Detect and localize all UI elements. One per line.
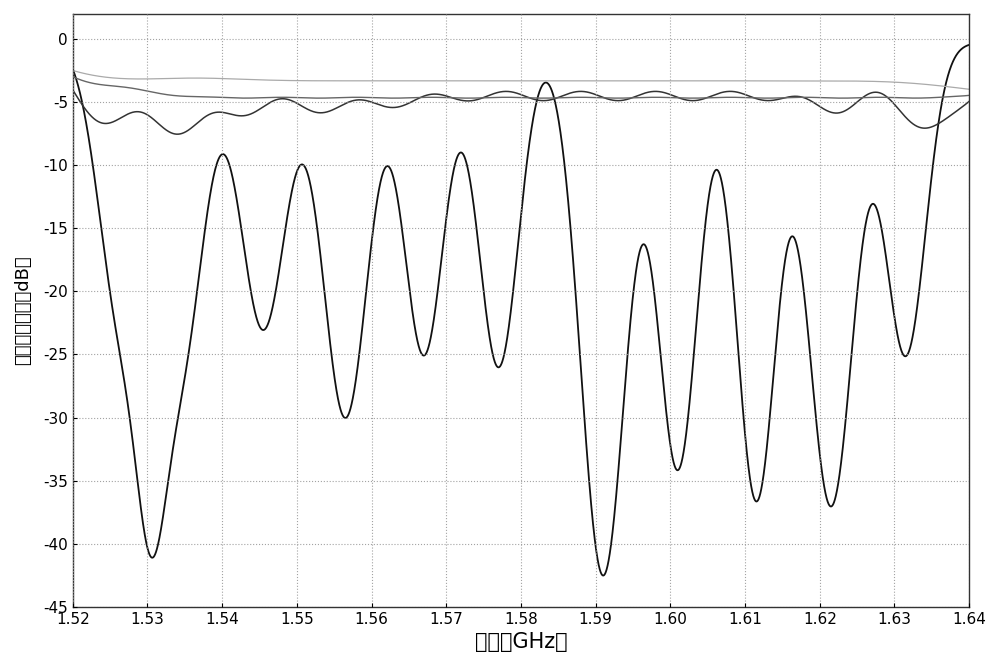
X-axis label: 频率（GHz）: 频率（GHz）	[475, 632, 567, 652]
Y-axis label: 回波损耗强度（dB）: 回波损耗强度（dB）	[14, 256, 32, 365]
